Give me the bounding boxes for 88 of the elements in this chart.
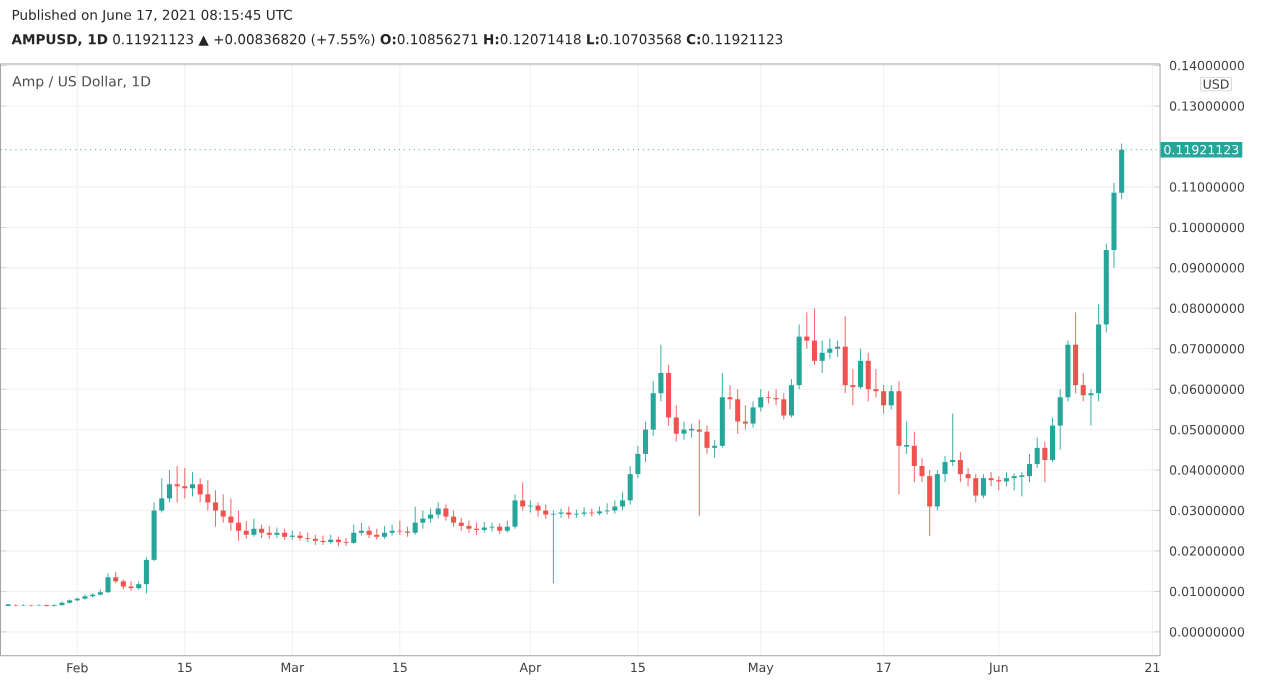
candlestick	[573, 509, 579, 519]
candlestick	[788, 378, 794, 419]
candlestick	[881, 384, 887, 415]
candlestick	[1018, 471, 1026, 497]
candlestick	[174, 465, 180, 504]
candlestick	[858, 348, 864, 390]
candlestick	[243, 520, 249, 540]
candlestick	[980, 473, 986, 499]
candlestick	[865, 352, 871, 402]
candlestick	[443, 504, 449, 522]
candlestick	[1034, 437, 1040, 469]
candlestick	[973, 473, 979, 504]
candlestick	[819, 340, 825, 374]
candlestick	[827, 338, 833, 360]
candlestick	[627, 465, 633, 506]
candlestick	[397, 520, 403, 536]
candlestick	[988, 471, 994, 487]
candlestick	[735, 388, 741, 435]
candlestick	[182, 467, 188, 499]
candlestick	[420, 510, 426, 530]
candlestick	[758, 388, 764, 412]
candlestick	[566, 506, 572, 520]
candlestick	[1088, 388, 1094, 427]
candlestick	[704, 425, 710, 455]
candlestick	[873, 368, 879, 398]
candlestick	[389, 524, 395, 537]
candlestick	[804, 312, 810, 350]
candlestick	[1080, 372, 1086, 402]
candlestick	[236, 510, 242, 542]
candlestick	[834, 340, 841, 358]
candlestick	[466, 520, 472, 534]
candlestick	[658, 344, 664, 402]
candlestick	[681, 421, 687, 441]
candlestick	[305, 532, 311, 543]
candlestick	[919, 457, 925, 483]
candlestick	[159, 477, 165, 514]
candlestick	[666, 364, 672, 427]
candlestick	[512, 494, 518, 530]
candlestick	[911, 431, 917, 483]
candlestick	[412, 506, 418, 536]
candlestick	[520, 481, 526, 512]
candlestick	[903, 421, 910, 455]
candlestick	[366, 525, 372, 539]
candlestick	[374, 528, 380, 541]
candlestick	[1011, 472, 1017, 491]
candlestick	[765, 390, 771, 404]
candlestick	[750, 400, 756, 429]
candlestick	[696, 419, 702, 517]
candlestick	[1050, 417, 1056, 463]
candlestick	[351, 524, 357, 545]
candlestick	[957, 451, 963, 483]
candlestick	[1026, 453, 1033, 483]
candlestick	[105, 572, 111, 594]
candlestick	[205, 479, 211, 512]
candlestick	[197, 477, 203, 504]
candlestick	[888, 384, 894, 410]
candlestick	[850, 368, 856, 406]
candlestick	[811, 307, 818, 366]
candlestick	[643, 421, 649, 463]
candlestick	[220, 494, 226, 524]
candlestick	[727, 384, 733, 410]
candlestick	[143, 556, 149, 595]
candlestick	[842, 316, 848, 394]
candlestick	[950, 413, 956, 467]
candlestick	[228, 498, 234, 532]
candlestick	[166, 469, 172, 504]
candlestick	[535, 502, 541, 518]
candlestick	[781, 392, 787, 421]
candlestick	[212, 489, 219, 528]
candlestick	[1042, 441, 1048, 483]
candlestick	[942, 455, 948, 483]
candlestick	[619, 492, 626, 512]
candlestick	[934, 469, 940, 512]
candlestick	[712, 439, 718, 459]
candlestick	[189, 471, 196, 497]
candlestick	[673, 405, 679, 443]
candlestick	[650, 380, 656, 437]
candlestick	[266, 525, 272, 540]
candlestick	[1057, 388, 1063, 451]
candlestick	[550, 510, 556, 584]
candlestick	[927, 469, 933, 537]
candlestick	[635, 445, 641, 479]
candlestick	[251, 518, 257, 538]
candlestick	[965, 467, 971, 487]
candlestick	[742, 405, 748, 431]
candlestick	[358, 522, 364, 537]
candlestick	[274, 527, 280, 539]
candlestick	[1073, 312, 1079, 394]
